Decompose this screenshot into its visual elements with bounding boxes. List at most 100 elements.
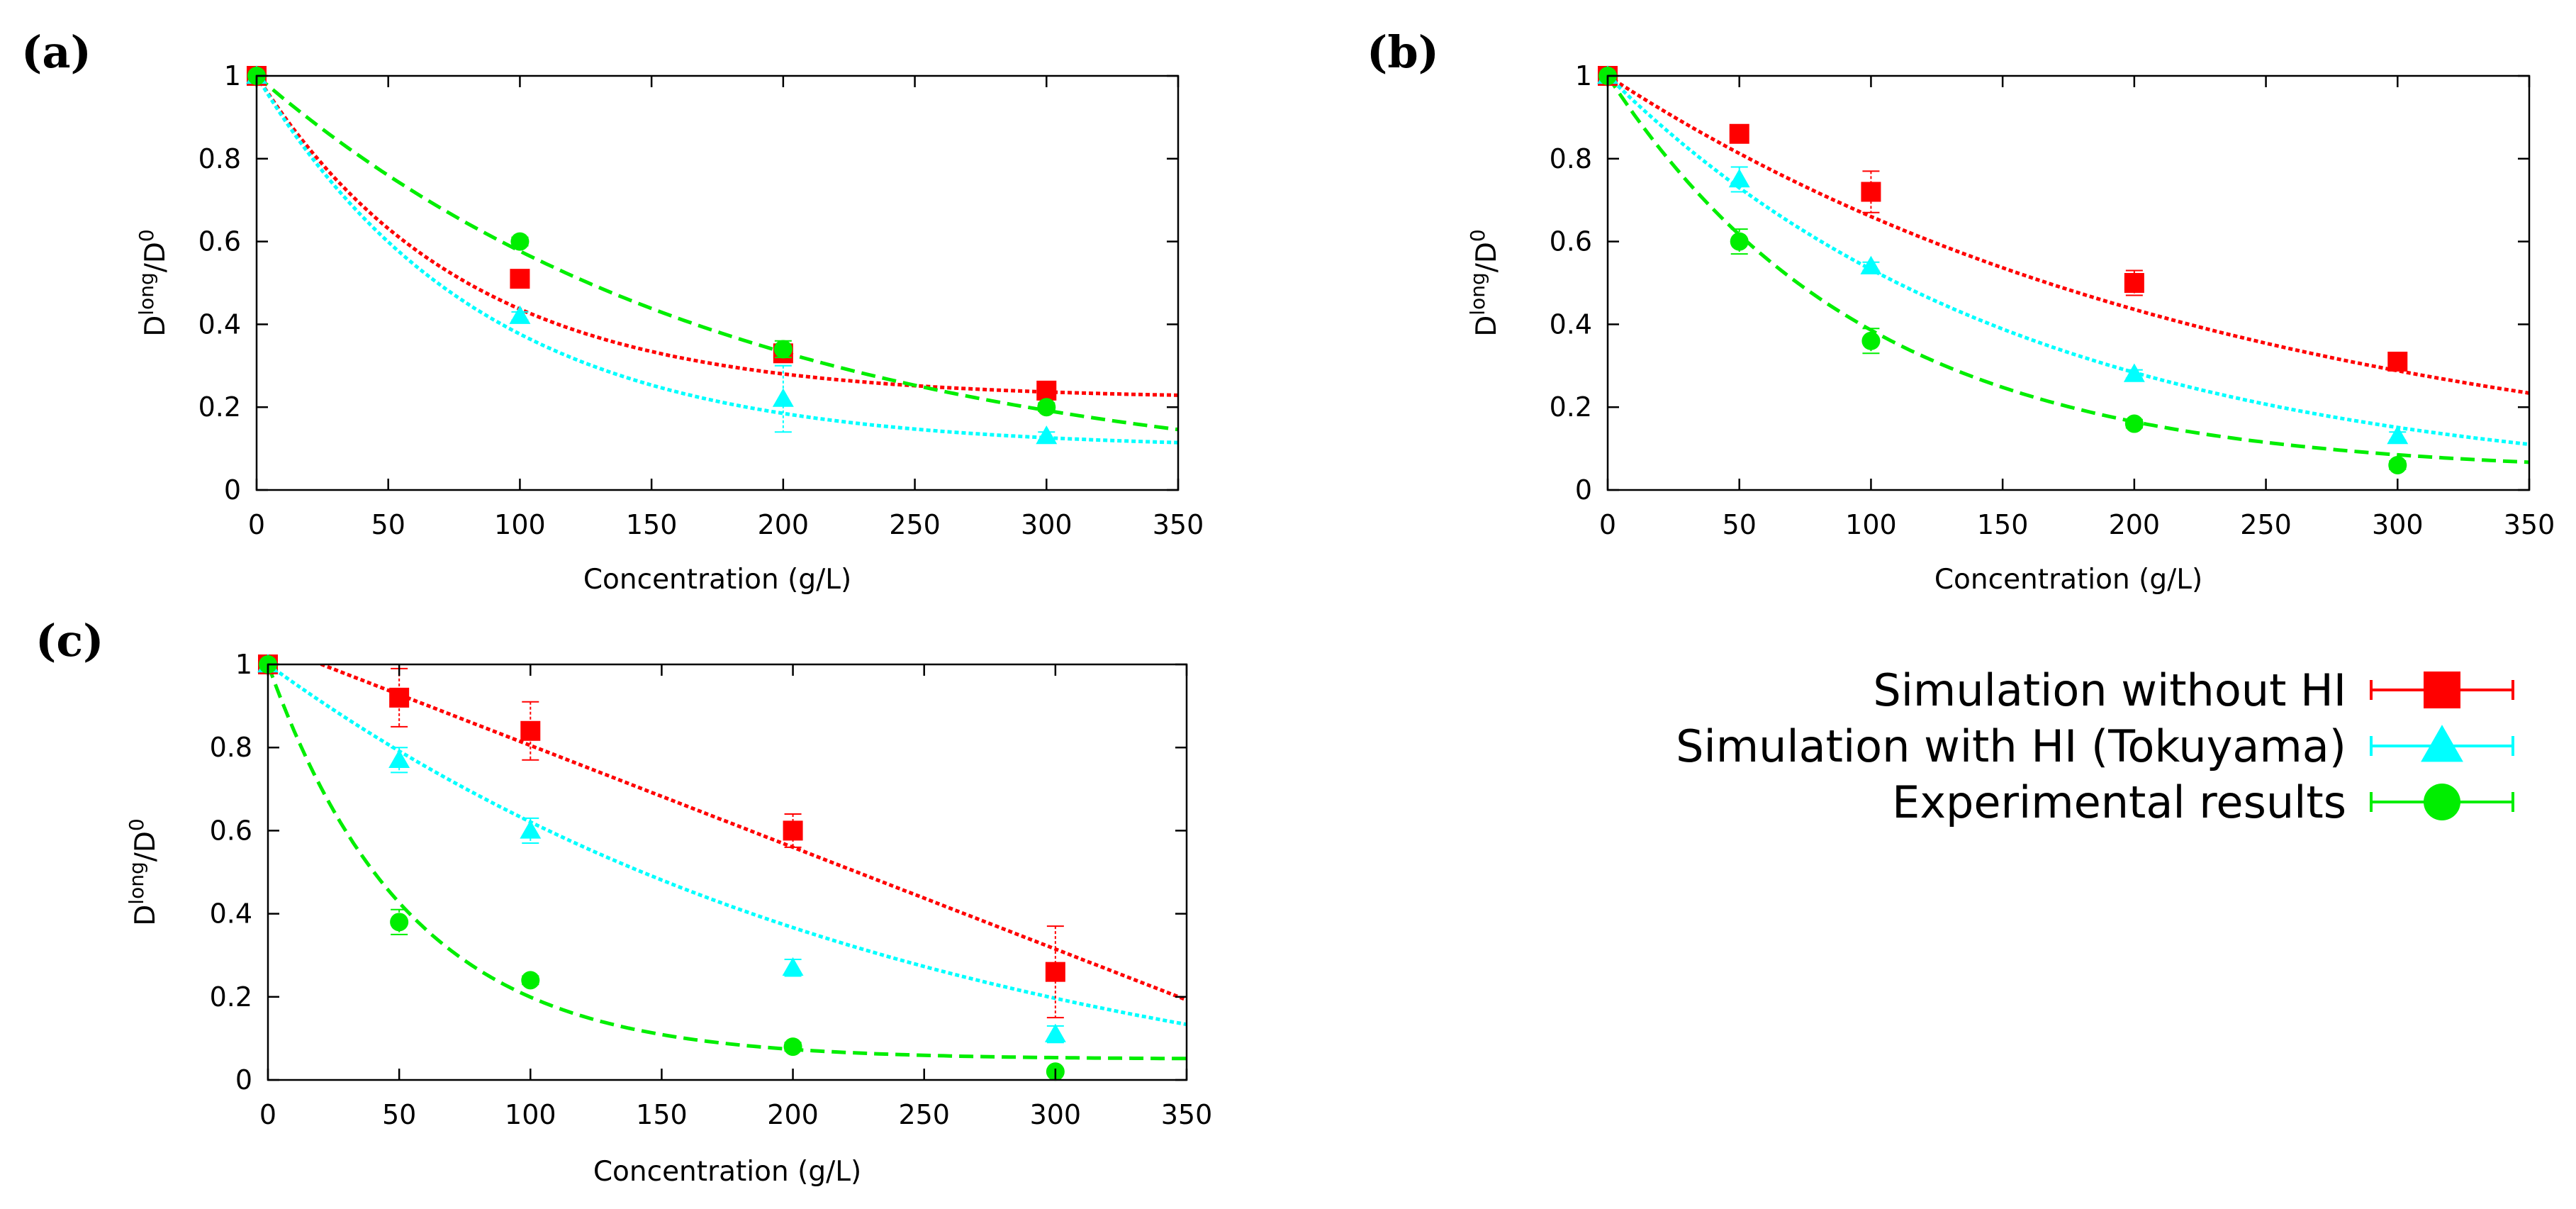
chart-panel-1: (a) 0 50 100 150 200 250 300 350 0 0.2 0.4 0.6 0.8 1 Co… (21, 26, 1204, 596)
x-tick-label: 100 (494, 509, 546, 540)
legend-marker (2424, 784, 2460, 820)
x-tick-label: 300 (2372, 509, 2424, 540)
y-tick-label: 0.2 (210, 981, 252, 1013)
y-tick-label: 0.8 (198, 143, 241, 174)
fit-line (257, 76, 1178, 397)
y-axis: 0 0.2 0.4 0.6 0.8 1 (198, 60, 1178, 506)
x-tick-label: 200 (767, 1099, 819, 1130)
x-axis-label: Concentration (g/L) (1934, 564, 2202, 596)
fit-line (268, 664, 1187, 1061)
data-point (783, 820, 803, 841)
data-point (389, 687, 410, 708)
data-point (1861, 182, 1881, 202)
x-tick-label: 250 (889, 509, 941, 540)
y-label-part: 0 (125, 818, 148, 831)
x-tick-label: 350 (1153, 509, 1204, 540)
x-axis: 0 50 100 150 200 250 300 350 (259, 664, 1212, 1130)
series-square (1598, 66, 2408, 372)
data-point (509, 305, 531, 324)
fit-line (268, 664, 1187, 1027)
fit-line (1608, 76, 2529, 447)
data-point (773, 340, 793, 359)
data-point (1728, 169, 1750, 188)
plot-frame (267, 663, 1188, 1081)
y-tick-label: 0.6 (1550, 226, 1592, 257)
series-circle (1598, 67, 2407, 474)
series-square (258, 654, 1065, 1019)
data-point (1729, 123, 1749, 144)
data-point (2388, 455, 2407, 474)
legend-entry: Simulation without HI (1873, 664, 2514, 716)
x-tick-label: 50 (1723, 509, 1757, 540)
data-point (1730, 232, 1749, 251)
y-tick-label: 0.6 (198, 226, 241, 257)
x-tick-label: 50 (382, 1099, 416, 1130)
fit-line (1608, 76, 2529, 395)
x-tick-label: 0 (1599, 509, 1616, 540)
y-axis: 0 0.2 0.4 0.6 0.8 1 (1550, 60, 2529, 506)
y-label-part: /D (140, 242, 172, 272)
y-tick-label: 1 (1575, 60, 1592, 91)
data-point (772, 388, 794, 407)
fit-curves (257, 76, 1178, 445)
y-label-part: 0 (1466, 229, 1489, 242)
y-label-part: long (125, 862, 148, 904)
plot-frame (255, 74, 1180, 491)
data-point (510, 232, 530, 251)
x-axis: 0 50 100 150 200 250 300 350 (1599, 76, 2555, 540)
x-tick-label: 300 (1030, 1099, 1082, 1130)
x-tick-label: 50 (371, 509, 405, 540)
y-tick-label: 0 (235, 1064, 252, 1096)
y-tick-label: 0.6 (210, 815, 252, 846)
y-tick-label: 0.8 (210, 732, 252, 763)
fit-line (257, 76, 1178, 432)
x-tick-label: 0 (259, 1099, 276, 1130)
data-point (783, 1037, 802, 1057)
y-tick-label: 1 (235, 649, 252, 680)
legend-entry: Simulation with HI (Tokuyama) (1676, 720, 2514, 772)
y-tick-label: 0.2 (198, 391, 241, 423)
data-point (2124, 273, 2144, 293)
x-axis-label: Concentration (g/L) (583, 564, 851, 596)
y-tick-label: 0.4 (1550, 308, 1592, 340)
y-tick-label: 0.8 (1550, 143, 1592, 174)
chart-panel-3: (c) 0 50 100 150 200 250 300 350 0 0.2 0.4 0.6 0.8 1 Co… (35, 615, 1212, 1188)
x-tick-label: 100 (505, 1099, 556, 1130)
legend-entry: Experimental results (1892, 776, 2514, 828)
legend-label: Simulation without HI (1873, 664, 2346, 716)
data-point (1860, 255, 1882, 274)
series-circle (259, 655, 1065, 1081)
x-tick-label: 350 (1161, 1099, 1213, 1130)
panel-label: (a) (21, 26, 91, 78)
x-tick-label: 150 (626, 509, 678, 540)
x-axis-label: Concentration (g/L) (593, 1156, 861, 1188)
y-tick-label: 0.4 (210, 898, 252, 930)
y-label-part: D (1471, 316, 1503, 337)
data-point (520, 720, 541, 741)
fit-line (316, 664, 1187, 1002)
x-tick-label: 200 (2109, 509, 2161, 540)
y-label-part: D (130, 905, 162, 926)
y-tick-label: 0.2 (1550, 391, 1592, 423)
data-point (510, 269, 530, 289)
fit-line (1608, 76, 2529, 464)
y-axis-label: Dlong/D0 (135, 229, 172, 336)
data-point (1861, 331, 1881, 350)
data-point (1036, 380, 1057, 401)
x-tick-label: 250 (898, 1099, 950, 1130)
x-tick-label: 150 (636, 1099, 688, 1130)
panel-label: (b) (1367, 26, 1439, 78)
plot-frame (1606, 74, 2531, 491)
x-axis: 0 50 100 150 200 250 300 350 (248, 76, 1204, 540)
data-point (1044, 1023, 1066, 1042)
legend-label: Simulation with HI (Tokuyama) (1676, 720, 2346, 772)
chart-panel-2: (b) 0 50 100 150 200 250 300 350 0 0.2 0.4 0.6 0.8 1 Co… (1367, 26, 2555, 596)
data-point (782, 957, 804, 976)
data-point (388, 749, 410, 768)
data-point (390, 913, 409, 932)
fit-curves (1608, 76, 2529, 464)
fit-curves (268, 664, 1187, 1061)
y-tick-label: 1 (224, 60, 241, 91)
